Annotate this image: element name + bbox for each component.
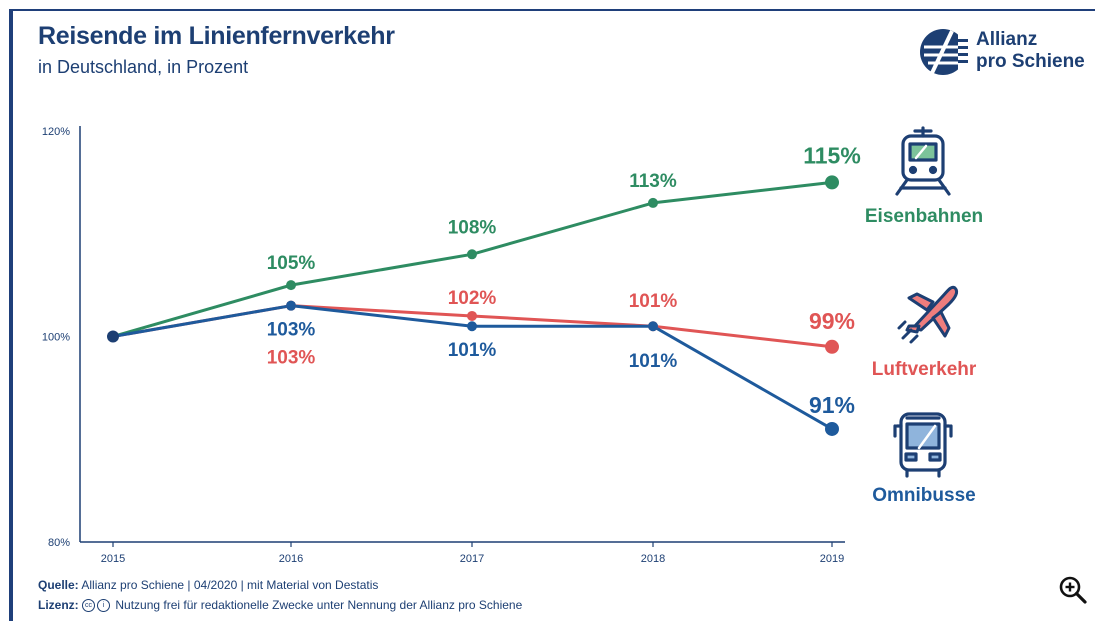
logo-mark-icon xyxy=(920,29,970,75)
chart-legend: Eisenbahnen Luftverkehr Omnibusse xyxy=(865,126,983,506)
data-point-eisenbahnen xyxy=(286,280,296,291)
chart-subtitle: in Deutschland, in Prozent xyxy=(38,57,249,77)
data-label-eisenbahnen: 113% xyxy=(629,171,677,192)
zoom-in-icon[interactable] xyxy=(1058,575,1088,605)
data-point-eisenbahnen xyxy=(825,175,839,190)
footer-source: Quelle: Allianz pro Schiene | 04/2020 | … xyxy=(38,578,378,592)
x-tick-label: 2018 xyxy=(641,553,665,565)
data-label-omnibusse: 101% xyxy=(448,340,497,361)
chart-data-labels: 105% 108% 113% 115% 103% 102% 101% 99% 103% 101% 1… xyxy=(267,142,861,418)
attribution-icon: i xyxy=(97,599,111,613)
data-point-omnibusse xyxy=(825,421,839,436)
data-point-eisenbahnen xyxy=(648,197,658,208)
data-point-omnibusse xyxy=(286,300,296,311)
data-label-eisenbahnen: 105% xyxy=(267,253,316,274)
license-label: Lizenz: xyxy=(38,598,79,612)
source-text: Allianz pro Schiene | 04/2020 | mit Mate… xyxy=(81,578,379,592)
data-point-luftverkehr xyxy=(467,310,477,321)
chart-axes: 120% 100% 80% 2015 2016 2017 2018 2019 xyxy=(42,126,845,565)
allianz-pro-schiene-logo: Allianz pro Schiene xyxy=(918,27,1088,77)
footer-license: Lizenz: cc i Nutzung frei für redaktionel… xyxy=(38,598,523,613)
bus-icon xyxy=(893,412,953,478)
legend-label-omnibusse: Omnibusse xyxy=(872,485,975,506)
source-label: Quelle: xyxy=(38,578,79,592)
x-tick-label: 2016 xyxy=(279,553,303,565)
data-label-luftverkehr: 101% xyxy=(629,291,678,312)
train-icon xyxy=(895,126,951,196)
x-tick-label: 2015 xyxy=(101,553,125,565)
logo-line-2: pro Schiene xyxy=(976,51,1085,72)
data-label-luftverkehr: 102% xyxy=(448,288,497,309)
data-label-omnibusse: 101% xyxy=(629,351,678,372)
legend-label-eisenbahnen: Eisenbahnen xyxy=(865,206,983,227)
x-tick-label: 2017 xyxy=(460,553,484,565)
logo-line-1: Allianz xyxy=(976,29,1038,50)
data-point-eisenbahnen xyxy=(467,249,477,260)
y-tick-label: 120% xyxy=(42,126,70,138)
cc-license-icon: cc xyxy=(82,599,96,613)
data-label-omnibusse: 91% xyxy=(809,392,855,418)
license-text: Nutzung frei für redaktionelle Zwecke un… xyxy=(115,598,523,612)
chart-points xyxy=(107,175,839,436)
data-point-omnibusse xyxy=(648,321,658,332)
data-label-luftverkehr: 103% xyxy=(267,348,316,369)
data-label-luftverkehr: 99% xyxy=(809,308,855,334)
x-tick-label: 2019 xyxy=(820,553,844,565)
y-tick-label: 100% xyxy=(42,332,70,344)
data-point-omnibusse xyxy=(467,321,477,332)
origin-point xyxy=(107,330,119,343)
data-point-luftverkehr xyxy=(825,339,839,354)
chart-title: Reisende im Linienfernverkehr xyxy=(38,22,395,50)
y-tick-label: 80% xyxy=(48,537,70,549)
data-label-omnibusse: 103% xyxy=(267,320,316,341)
logo-text: Allianz pro Schiene xyxy=(976,29,1085,73)
data-label-eisenbahnen: 115% xyxy=(803,142,861,168)
data-label-eisenbahnen: 108% xyxy=(448,217,497,238)
legend-label-luftverkehr: Luftverkehr xyxy=(872,359,977,380)
airplane-icon xyxy=(897,285,959,344)
